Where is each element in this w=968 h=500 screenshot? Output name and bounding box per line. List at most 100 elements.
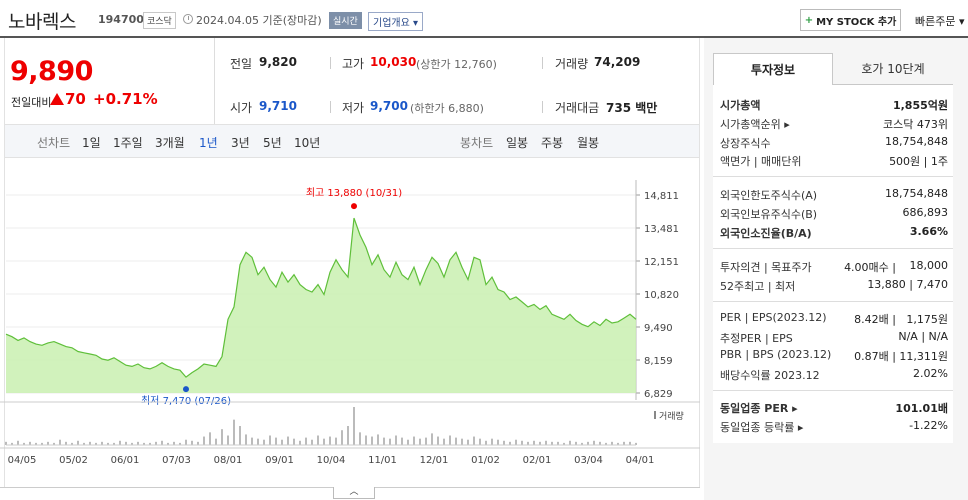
divider — [713, 248, 953, 249]
info-key: 외국인보유주식수(B) — [720, 208, 818, 221]
period-5y[interactable]: 5년 — [263, 136, 282, 150]
divider — [542, 57, 543, 69]
collapse-chevron-icon[interactable]: ︿ — [333, 487, 375, 499]
volume-bar — [191, 440, 193, 445]
y-tick-label: 14,811 — [644, 191, 679, 202]
y-tick-label: 13,481 — [644, 224, 679, 235]
prev-close-label: 전일 — [230, 57, 253, 71]
volume-bar — [359, 432, 361, 445]
volume-bar — [11, 442, 13, 445]
volume-bar — [281, 439, 283, 445]
volume-bar — [107, 442, 109, 445]
period-1y[interactable]: 1년 — [199, 136, 218, 150]
volume-bar — [461, 438, 463, 445]
x-tick-label: 03/04 — [574, 455, 603, 466]
info-value: 2.02% — [913, 367, 948, 380]
volume-bar — [287, 436, 289, 445]
volume-bar — [167, 442, 169, 445]
volume-bar — [509, 441, 511, 445]
info-row[interactable]: 시가총액순위 ▸ 코스닥 473위 — [720, 116, 948, 132]
volume-bar — [101, 441, 103, 445]
volume-bar — [599, 441, 601, 445]
volume-bar — [455, 437, 457, 445]
candle-monthly[interactable]: 월봉 — [577, 136, 600, 150]
volume-bar — [227, 435, 229, 445]
x-tick-label: 04/05 — [8, 455, 37, 466]
divider — [330, 101, 331, 113]
volume-bar — [137, 441, 139, 445]
company-info-dropdown[interactable]: 기업개요 ▾ — [368, 12, 423, 31]
volume-bar — [545, 440, 547, 445]
volume-bar — [119, 440, 121, 445]
price-chart[interactable]: 14,811 13,481 12,151 10,820 9,490 8,159 6,829 최… — [0, 175, 700, 475]
quick-order-menu[interactable]: 빠른주문 ▾ — [915, 15, 965, 28]
period-3m[interactable]: 3개월 — [155, 136, 185, 150]
x-tick-label: 01/02 — [471, 455, 500, 466]
up-arrow-icon — [50, 93, 64, 105]
volume-bar — [503, 440, 505, 445]
info-value: 13,880 | 7,470 — [867, 278, 948, 291]
realtime-button[interactable]: 실시간 — [329, 12, 362, 29]
x-tick-label: 11/01 — [368, 455, 397, 466]
tab-order-book[interactable]: 호가 10단계 — [833, 53, 953, 85]
divider — [214, 38, 215, 124]
volume-bar — [35, 442, 37, 445]
volume-bar — [437, 436, 439, 445]
volume-bar — [629, 441, 631, 445]
volume-bar — [425, 437, 427, 445]
volume-bar — [221, 429, 223, 445]
add-mystock-button[interactable]: + MY STOCK 추가 — [800, 9, 901, 31]
plus-icon: + — [804, 14, 814, 26]
change-percent: +0.71% — [93, 90, 158, 108]
header-divider — [0, 36, 968, 38]
period-10y[interactable]: 10년 — [294, 136, 321, 150]
period-1w[interactable]: 1주일 — [113, 136, 143, 150]
divider — [713, 301, 953, 302]
period-3y[interactable]: 3년 — [231, 136, 250, 150]
info-value: 3.66% — [909, 225, 948, 238]
trade-amount-label: 거래대금 — [555, 101, 600, 115]
clock-icon — [183, 14, 193, 24]
info-row[interactable]: 동일업종 PER ▸ 101.01배 — [720, 400, 948, 416]
volume-bar — [335, 437, 337, 445]
volume-bar — [491, 438, 493, 445]
volume-bar — [557, 441, 559, 445]
volume-bar — [395, 435, 397, 445]
volume-bar — [605, 442, 607, 445]
candle-weekly[interactable]: 주봉 — [541, 136, 564, 150]
volume-bar — [341, 430, 343, 445]
volume-bar — [383, 437, 385, 445]
volume-bar — [95, 442, 97, 445]
info-key: 액면가 | 매매단위 — [720, 155, 802, 168]
volume-bar — [611, 441, 613, 445]
info-key: 상장주식수 — [720, 137, 771, 150]
y-tick-label: 9,490 — [644, 323, 673, 334]
info-value: 4.00매수 | — [844, 261, 896, 274]
volume-bar — [623, 441, 625, 445]
volume-bar — [413, 436, 415, 445]
info-row[interactable]: 동일업종 등락률 ▸ -1.22% — [720, 419, 948, 435]
tab-invest-info[interactable]: 투자정보 — [713, 53, 833, 85]
volume-bar — [329, 436, 331, 445]
candle-daily[interactable]: 일봉 — [506, 136, 529, 150]
info-row: 외국인소진율(B/A) 3.66% — [720, 225, 948, 241]
volume-bar — [407, 439, 409, 445]
volume-bar — [371, 436, 373, 445]
x-tick-label: 02/01 — [523, 455, 552, 466]
period-1d[interactable]: 1일 — [82, 136, 101, 150]
info-row: 상장주식수 18,754,848 — [720, 135, 948, 151]
volume-bar — [23, 442, 25, 445]
volume-bar — [485, 440, 487, 445]
volume-bar — [29, 441, 31, 445]
volume-bar — [449, 435, 451, 445]
volume-bar — [323, 438, 325, 445]
volume-bar — [197, 441, 199, 445]
volume-bar — [551, 441, 553, 445]
divider — [542, 101, 543, 113]
volume-bar — [467, 439, 469, 445]
panel-border — [699, 38, 700, 488]
info-key: 투자의견 | 목표주가 — [720, 261, 812, 274]
info-value: 8.42배 | — [854, 313, 896, 326]
volume-bar — [431, 433, 433, 445]
info-value: N/A | N/A — [898, 330, 948, 343]
